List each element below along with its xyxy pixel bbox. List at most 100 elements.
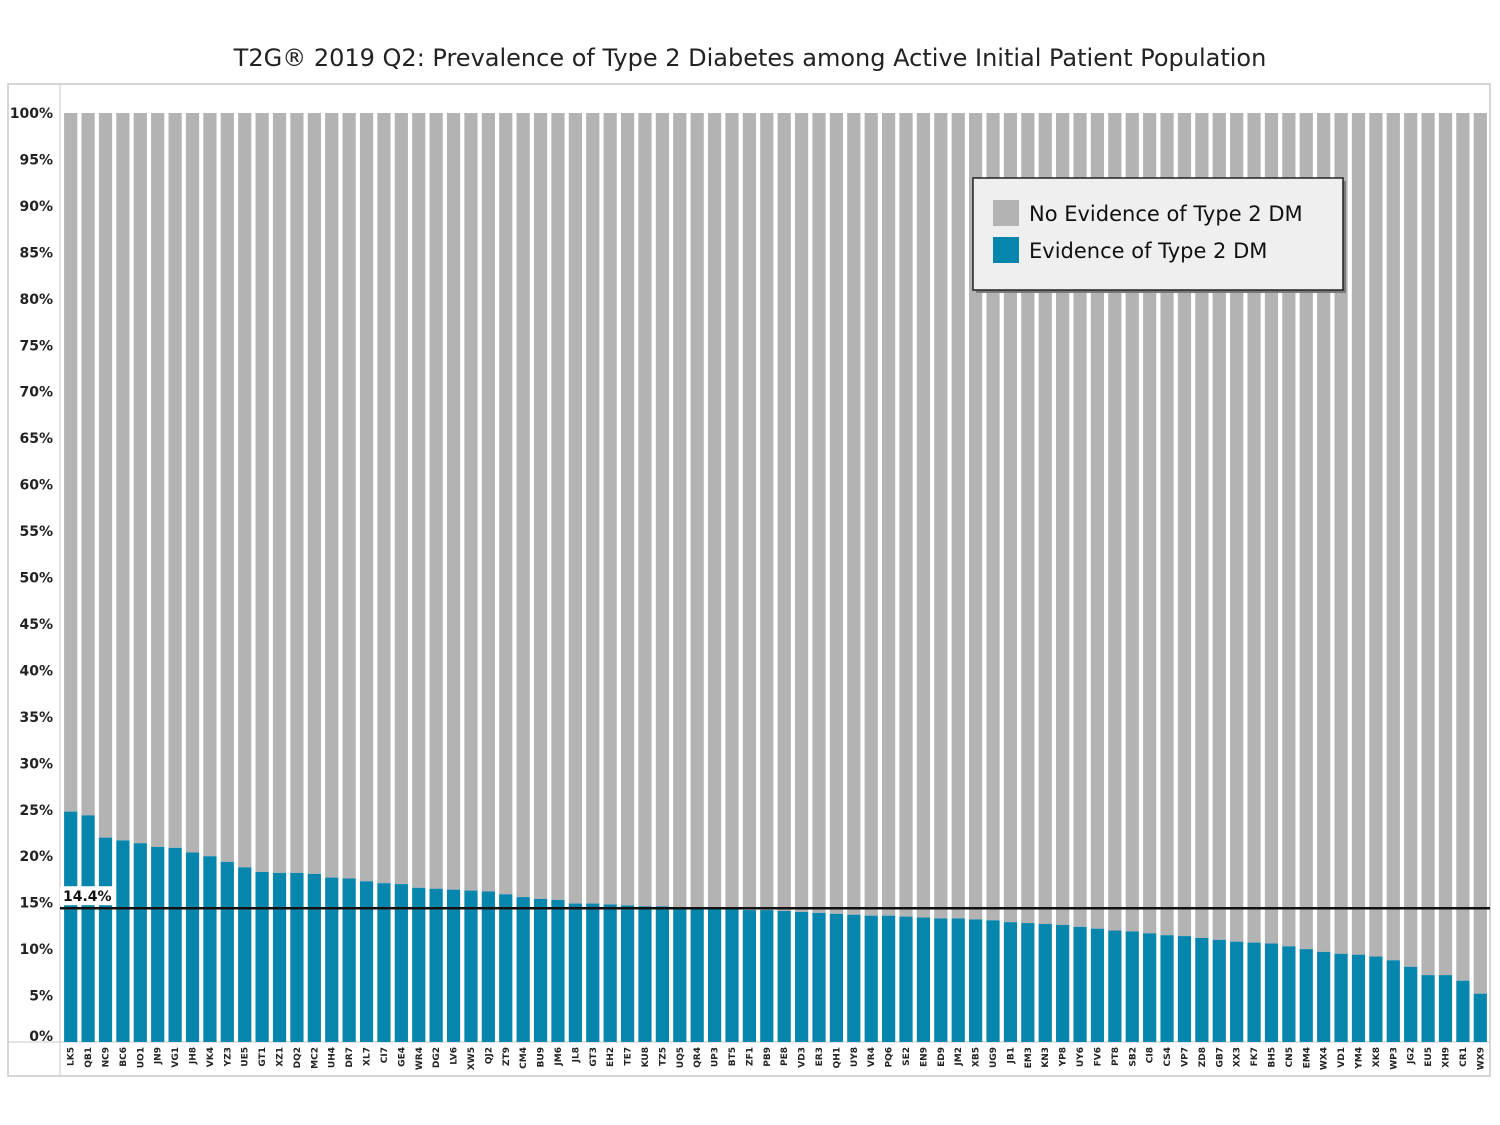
y-tick-label: 5% xyxy=(29,989,53,1005)
bar-stack xyxy=(951,113,965,1042)
bar-stack xyxy=(1160,113,1174,1042)
bar-no-evidence xyxy=(394,113,408,885)
bar-stack xyxy=(1038,113,1052,1042)
average-label: 14.4% xyxy=(63,889,112,905)
bar-no-evidence xyxy=(864,113,878,916)
bar-evidence xyxy=(864,915,878,1042)
x-tick-label: TE7 xyxy=(624,1047,634,1066)
x-tick-label: WP3 xyxy=(1389,1047,1399,1070)
bar-evidence xyxy=(882,915,896,1042)
bar-evidence xyxy=(1351,954,1366,1042)
bar-evidence xyxy=(794,911,809,1042)
x-tick-label: KN3 xyxy=(1041,1047,1051,1068)
bar-stack xyxy=(1386,113,1400,1042)
x-tick-label: UP3 xyxy=(711,1047,721,1067)
y-tick-label: 75% xyxy=(19,338,53,354)
bar-no-evidence xyxy=(882,113,896,916)
bar-evidence xyxy=(1021,923,1035,1042)
bar-evidence xyxy=(1264,943,1279,1042)
bar-no-evidence xyxy=(1334,113,1348,954)
bar-no-evidence xyxy=(1073,113,1087,927)
bar-stack xyxy=(794,113,809,1042)
bar-no-evidence xyxy=(116,113,130,841)
x-tick-label: QB1 xyxy=(84,1047,94,1068)
y-tick-label: 70% xyxy=(19,385,53,401)
y-tick-label: 95% xyxy=(19,152,53,168)
x-tick-label: UH4 xyxy=(328,1047,338,1068)
x-tick-label: BT5 xyxy=(728,1047,738,1066)
chart-title: T2G® 2019 Q2: Prevalence of Type 2 Diabe… xyxy=(233,44,1267,72)
x-tick-label: DR7 xyxy=(345,1047,355,1068)
bar-no-evidence xyxy=(760,113,774,911)
x-tick-label: CM4 xyxy=(519,1047,529,1069)
bar-stack xyxy=(586,113,600,1042)
bar-no-evidence xyxy=(1195,113,1209,938)
x-tick-label: DG2 xyxy=(432,1047,442,1068)
bar-stack xyxy=(516,113,530,1042)
x-tick-label: JG2 xyxy=(1407,1047,1417,1065)
bar-stack xyxy=(1056,113,1070,1042)
bar-stack xyxy=(290,113,304,1042)
bar-no-evidence xyxy=(133,113,147,844)
bar-stack xyxy=(203,113,217,1042)
x-tick-label: CI7 xyxy=(380,1047,390,1063)
bar-stack xyxy=(742,113,757,1042)
bar-stack xyxy=(1404,113,1418,1042)
bar-stack xyxy=(568,113,582,1042)
bar-evidence xyxy=(1317,951,1331,1042)
bar-stack xyxy=(1090,113,1105,1042)
y-tick-label: 50% xyxy=(19,571,53,587)
bar-no-evidence xyxy=(899,113,913,917)
bar-stack xyxy=(899,113,913,1042)
x-tick-label: XB5 xyxy=(972,1047,982,1067)
bar-no-evidence xyxy=(238,113,252,868)
y-tick-label: 85% xyxy=(19,245,53,261)
bar-evidence xyxy=(1456,980,1470,1042)
bar-no-evidence xyxy=(185,113,200,853)
x-tick-label: YP8 xyxy=(1059,1047,1069,1067)
bar-no-evidence xyxy=(673,113,687,908)
bar-evidence xyxy=(1473,993,1487,1042)
x-tick-label: EM3 xyxy=(1024,1047,1034,1068)
x-tick-label: CR1 xyxy=(1459,1047,1469,1067)
bar-evidence xyxy=(359,881,374,1042)
bar-no-evidence xyxy=(1438,113,1453,976)
x-tick-label: BC6 xyxy=(119,1047,129,1067)
x-tick-label: QH1 xyxy=(832,1047,842,1068)
bar-stack xyxy=(272,113,287,1042)
bar-evidence xyxy=(1056,924,1070,1042)
bar-stack xyxy=(1230,113,1244,1042)
bar-stack xyxy=(1317,113,1331,1042)
bar-evidence xyxy=(325,877,339,1042)
bar-evidence xyxy=(742,910,757,1042)
bar-no-evidence xyxy=(1160,113,1174,936)
bar-stack xyxy=(1456,113,1470,1042)
bar-no-evidence xyxy=(1404,113,1418,967)
x-tick-label: BH5 xyxy=(1267,1047,1277,1068)
y-tick-label: 80% xyxy=(19,292,53,308)
x-tick-label: WX4 xyxy=(1320,1047,1330,1070)
bar-no-evidence xyxy=(307,113,321,874)
bar-no-evidence xyxy=(638,113,652,907)
bar-evidence xyxy=(934,918,948,1042)
bar-stack xyxy=(446,113,461,1042)
bar-evidence xyxy=(760,910,774,1042)
x-tick-label: UG9 xyxy=(989,1047,999,1068)
bar-evidence xyxy=(1003,922,1018,1042)
bar-stack xyxy=(1421,113,1435,1042)
bar-evidence xyxy=(377,883,391,1042)
bar-no-evidence xyxy=(1247,113,1261,943)
bar-no-evidence xyxy=(1021,113,1035,924)
bar-evidence xyxy=(812,912,826,1042)
x-tick-label: VP7 xyxy=(1180,1047,1190,1067)
bar-no-evidence xyxy=(568,113,582,904)
bar-no-evidence xyxy=(446,113,461,890)
bar-evidence xyxy=(1177,936,1192,1042)
bar-stack xyxy=(377,113,391,1042)
bar-evidence xyxy=(516,897,530,1042)
x-tick-label: JH8 xyxy=(189,1047,199,1065)
bar-evidence xyxy=(1282,946,1296,1042)
reference-line-group: 14.4% xyxy=(60,886,1490,910)
x-tick-label: ZT9 xyxy=(502,1047,512,1066)
bar-no-evidence xyxy=(1056,113,1070,925)
